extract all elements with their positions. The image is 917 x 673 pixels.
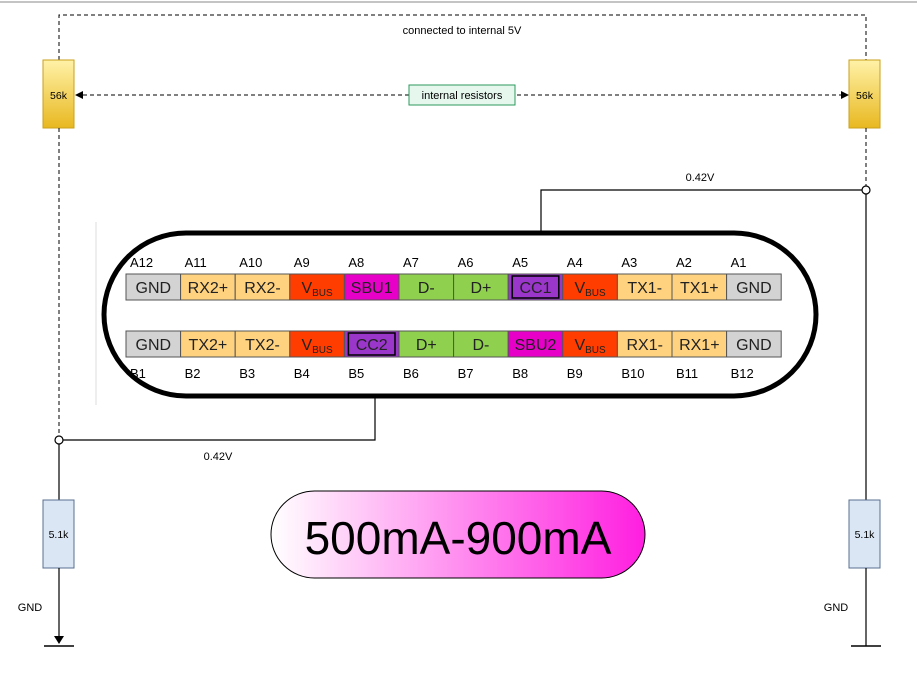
internal-resistors-label: internal resistors xyxy=(422,90,503,102)
pin-id-b8: B8 xyxy=(512,366,528,381)
pin-cell-a2 xyxy=(671,273,728,301)
pin-signal-a6: D+ xyxy=(470,280,491,297)
pin-cell-b1 xyxy=(125,330,182,358)
pin-id-a5: A5 xyxy=(512,255,528,270)
pin-id-b2: B2 xyxy=(185,366,201,381)
right-pulldown-resistor xyxy=(848,499,881,569)
pin-id-a12: A12 xyxy=(130,255,153,270)
pin-signal-b4: VBUS xyxy=(301,337,333,356)
pin-id-b12: B12 xyxy=(731,366,754,381)
left-voltage: 0.42V xyxy=(204,451,233,463)
right-pullup-value: 56k xyxy=(856,90,874,102)
pin-cell-b6 xyxy=(398,330,455,358)
pin-cell-a10 xyxy=(234,273,291,301)
pin-cell-b5 xyxy=(343,330,400,358)
pin-signal-a8: SBU1 xyxy=(351,280,393,297)
right-ground-label: GND xyxy=(824,602,849,614)
left-ground-label: GND xyxy=(18,602,43,614)
internal-resistors-box xyxy=(408,84,516,106)
pin-id-b3: B3 xyxy=(239,366,255,381)
pin-id-b7: B7 xyxy=(458,366,474,381)
pin-id-a4: A4 xyxy=(567,255,583,270)
pin-id-b4: B4 xyxy=(294,366,310,381)
pin-cell-b7 xyxy=(453,330,509,358)
pin-id-b6: B6 xyxy=(403,366,419,381)
pin-id-a6: A6 xyxy=(458,255,474,270)
cc-highlight-box xyxy=(511,275,560,299)
pin-id-a11: A11 xyxy=(185,255,207,270)
pin-id-a7: A7 xyxy=(403,255,419,270)
internal-5v-rail xyxy=(58,14,867,60)
right-pullup-resistor xyxy=(848,59,881,129)
pin-signal-b6: D+ xyxy=(416,337,437,354)
pin-cell-a1 xyxy=(726,273,782,301)
pin-id-a8: A8 xyxy=(348,255,364,270)
pin-cell-a5 xyxy=(507,273,564,301)
pin-signal-b10: RX1- xyxy=(626,337,662,354)
pin-signal-b12: GND xyxy=(736,337,772,354)
pin-cell-a4 xyxy=(562,273,618,301)
pin-cell-b4 xyxy=(289,330,345,358)
pin-signal-a7: D- xyxy=(418,280,435,297)
right-pulldown-value: 5.1k xyxy=(855,529,876,541)
pin-cell-b10 xyxy=(616,330,673,358)
pin-cell-a3 xyxy=(616,273,673,301)
current-range-text: 500mA-900mA xyxy=(305,512,612,564)
pin-signal-a9: VBUS xyxy=(301,280,333,299)
pin-signal-a5: CC1 xyxy=(519,280,551,297)
pin-id-a1: A1 xyxy=(731,255,747,270)
cc-highlight-box xyxy=(347,332,396,356)
left-ground-arrow xyxy=(54,636,64,644)
pin-cell-a8 xyxy=(343,273,400,301)
right-voltage: 0.42V xyxy=(686,172,715,184)
left-pullup-value: 56k xyxy=(50,90,68,102)
pin-cell-b12 xyxy=(726,330,782,358)
pin-signal-a4: VBUS xyxy=(574,280,606,299)
left-pulldown-resistor xyxy=(42,499,75,569)
pin-signal-b5: CC2 xyxy=(356,337,388,354)
pin-row-b: GND B1 TX2+ B2 TX2- B3 VBUS B4 CC2 B5 D+ B6 D- B7 SBU2… xyxy=(125,330,782,381)
pin-id-b9: B9 xyxy=(567,366,583,381)
pin-cell-b8 xyxy=(507,330,564,358)
pin-id-a9: A9 xyxy=(294,255,310,270)
pin-signal-b1: GND xyxy=(136,337,172,354)
pin-id-b5: B5 xyxy=(348,366,364,381)
pin-signal-b9: VBUS xyxy=(574,337,606,356)
pin-signal-a1: GND xyxy=(736,280,772,297)
pin-signal-a10: RX2- xyxy=(244,280,280,297)
left-pulldown-value: 5.1k xyxy=(49,529,70,541)
pin-signal-a2: TX1+ xyxy=(680,280,719,297)
pin-id-a10: A10 xyxy=(239,255,262,270)
pin-signal-b11: RX1+ xyxy=(679,337,719,354)
current-range-pill xyxy=(270,490,646,579)
pin-id-b11: B11 xyxy=(676,366,698,381)
pin-signal-b7: D- xyxy=(472,337,489,354)
left-node xyxy=(54,435,64,445)
pin-cell-a9 xyxy=(289,273,345,301)
pin-signal-b3: TX2- xyxy=(245,337,280,354)
pin-row-a: GND A12 RX2+ A11 RX2- A10 VBUS A9 SBU1 A8 D- A7 D+ A6… xyxy=(125,255,782,301)
pin-cell-a11 xyxy=(180,273,236,301)
pin-signal-b8: SBU2 xyxy=(515,337,557,354)
pin-signal-a12: GND xyxy=(136,280,172,297)
pin-cell-b11 xyxy=(671,330,728,358)
right-node xyxy=(861,185,871,195)
top-note: connected to internal 5V xyxy=(403,25,522,37)
pin-cell-b9 xyxy=(562,330,618,358)
pin-id-b10: B10 xyxy=(621,366,644,381)
pin-id-a2: A2 xyxy=(676,255,692,270)
pin-id-a3: A3 xyxy=(621,255,637,270)
pin-cell-a12 xyxy=(125,273,182,301)
pin-signal-a3: TX1- xyxy=(627,280,662,297)
pin-id-b1: B1 xyxy=(130,366,146,381)
pin-signal-a11: RX2+ xyxy=(188,280,228,297)
pin-cell-a6 xyxy=(453,273,509,301)
pin-signal-b2: TX2+ xyxy=(189,337,228,354)
